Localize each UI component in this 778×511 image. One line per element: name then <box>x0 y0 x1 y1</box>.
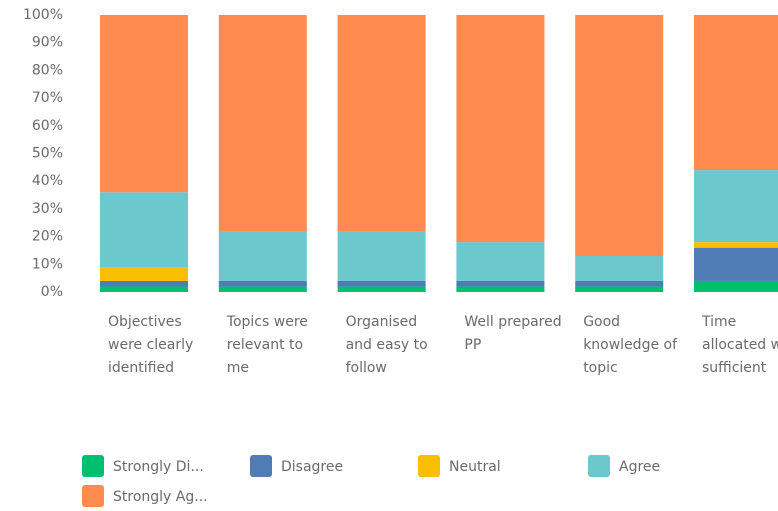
legend-swatch <box>82 485 104 507</box>
y-tick-label: 30% <box>32 201 63 217</box>
y-tick-label: 40% <box>32 173 63 189</box>
bar-segment <box>694 242 778 248</box>
bar-segment <box>456 15 545 243</box>
bar-segment <box>694 247 778 281</box>
bar-segment <box>218 231 307 281</box>
x-tick-label: Well prepared PP <box>464 314 562 353</box>
bar-segment <box>218 286 307 292</box>
legend-label: Agree <box>619 459 660 475</box>
y-tick-label: 50% <box>32 146 63 162</box>
y-tick-label: 70% <box>32 90 63 106</box>
bar-segment <box>337 231 426 281</box>
bar-segment <box>100 15 188 193</box>
bar-segment <box>694 170 778 243</box>
x-tick-label: Time allocated was sufficient <box>702 314 778 376</box>
bar-segment <box>456 280 545 287</box>
y-tick-label: 100% <box>23 7 63 23</box>
y-tick-label: 60% <box>32 118 63 134</box>
bar-segment <box>337 15 426 232</box>
y-tick-label: 10% <box>32 256 63 272</box>
y-tick-label: 0% <box>41 284 63 300</box>
y-tick-label: 80% <box>32 62 63 78</box>
bar-segment <box>100 192 188 268</box>
bar-segment <box>575 15 664 256</box>
legend-label: Strongly Di... <box>113 459 204 475</box>
bar-segment <box>100 280 188 287</box>
bar-segment <box>100 286 188 292</box>
legend-label: Neutral <box>449 459 501 475</box>
legend-swatch <box>418 455 440 477</box>
bar-segment <box>337 280 426 287</box>
x-tick-label: Organised and easy to follow <box>345 314 428 376</box>
bar-segment <box>100 267 188 281</box>
bar-segment <box>337 286 426 292</box>
x-tick-label: Good knowledge of topic <box>583 314 678 376</box>
x-tick-label: Topics were relevant to me <box>226 314 308 376</box>
bar-segment <box>218 15 307 232</box>
bar-segment <box>575 280 664 287</box>
bar-segment <box>694 280 778 292</box>
legend-label: Strongly Ag... <box>113 489 208 505</box>
bar-segment <box>456 242 545 281</box>
y-tick-label: 20% <box>32 229 63 245</box>
bar-segment <box>218 280 307 287</box>
y-tick-label: 90% <box>32 35 63 51</box>
bar-segment <box>575 286 664 292</box>
bar-segment <box>456 286 545 292</box>
bar-segment <box>575 255 664 281</box>
x-tick-label: Objectives were clearly identified <box>108 314 194 376</box>
legend-label: Disagree <box>281 459 343 475</box>
legend-swatch <box>82 455 104 477</box>
legend-swatch <box>588 455 610 477</box>
bar-segment <box>694 15 778 171</box>
legend-swatch <box>250 455 272 477</box>
